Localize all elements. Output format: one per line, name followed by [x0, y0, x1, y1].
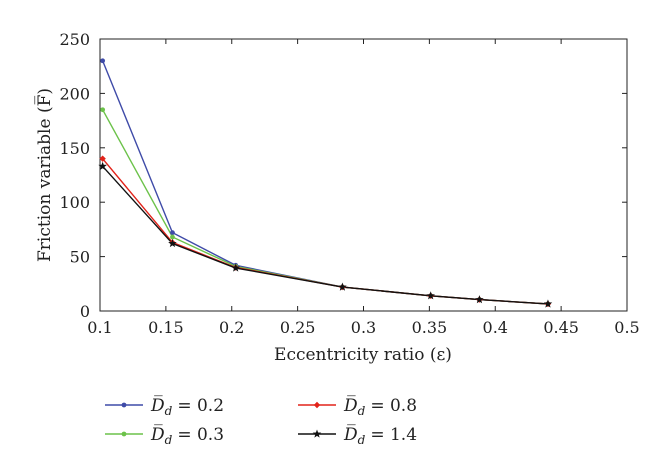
- series-1-point: [100, 107, 106, 113]
- series-3-point: [543, 299, 553, 308]
- series-3-point: [426, 291, 435, 300]
- series-line-0: [101, 60, 548, 305]
- x-tick-label: 0.4: [483, 318, 508, 337]
- axis-ticks: 0.1 0.15 0.2 0.25 0.3 0.35 0.4 0.45 0.5 0 50 100 150…: [59, 30, 639, 337]
- x-tick-label: 0.35: [412, 318, 448, 337]
- legend-label: D̅d = 1.4: [343, 424, 417, 447]
- series-3-point: [168, 239, 177, 248]
- legend-item-0: D̅d = 0.2: [105, 395, 224, 418]
- series-lines: [101, 60, 548, 305]
- y-tick-label: 250: [59, 30, 90, 49]
- legend-marker: [121, 402, 127, 408]
- legend-item-2: D̅d = 0.8: [298, 395, 417, 418]
- legend-item-1: D̅d = 0.3: [105, 424, 224, 447]
- x-tick-label: 0.15: [148, 318, 184, 337]
- x-tick-label: 0.45: [543, 318, 579, 337]
- y-tick-label: 150: [59, 139, 90, 158]
- y-tick-label: 100: [59, 193, 90, 212]
- x-tick-label: 0.2: [219, 318, 244, 337]
- legend: D̅d = 0.2 D̅d = 0.3 D̅d = 0.8 D̅d = 1.4: [105, 395, 417, 447]
- x-tick-label: 0.1: [87, 318, 112, 337]
- legend-marker: [313, 401, 321, 409]
- series-1-point: [170, 234, 175, 240]
- y-tick-label: 0: [80, 302, 90, 321]
- plot-area: [99, 38, 628, 312]
- series-line-1: [102, 109, 548, 305]
- x-tick-label: 0.25: [280, 318, 316, 337]
- series-0-point: [170, 230, 175, 236]
- series-3-point: [98, 161, 107, 170]
- x-tick-label: 0.5: [614, 318, 639, 337]
- x-axis-title: Eccentricity ratio (ε): [274, 345, 452, 365]
- series-2-point: [99, 155, 106, 162]
- series-3-point: [338, 282, 347, 291]
- y-axis-title: Friction variable (F̅): [34, 88, 55, 262]
- legend-item-3: D̅d = 1.4: [298, 424, 417, 447]
- legend-marker: [312, 429, 322, 438]
- series-3-point: [231, 263, 240, 272]
- series-markers: [98, 58, 553, 308]
- y-tick-label: 200: [59, 84, 90, 103]
- series-3-point: [475, 295, 484, 304]
- x-tick-label: 0.3: [351, 318, 376, 337]
- legend-label: D̅d = 0.3: [150, 424, 224, 447]
- legend-marker: [121, 431, 127, 437]
- y-tick-label: 50: [70, 248, 90, 267]
- series-0-point: [100, 58, 106, 64]
- legend-label: D̅d = 0.2: [150, 395, 224, 418]
- legend-label: D̅d = 0.8: [343, 395, 417, 418]
